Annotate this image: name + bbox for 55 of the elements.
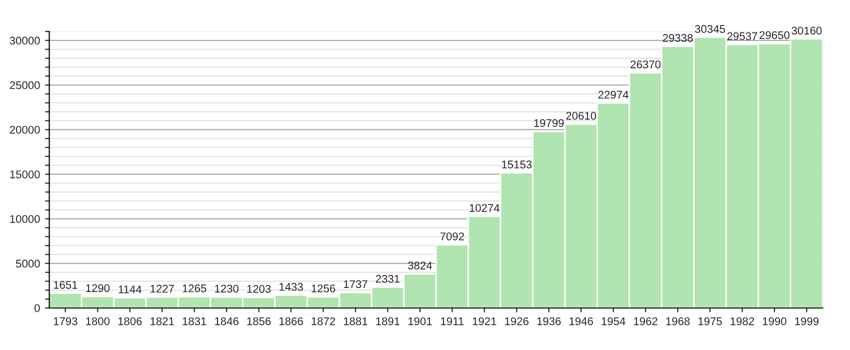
x-tick-label: 1856: [247, 317, 271, 326]
x-tick-label: 1821: [150, 317, 174, 326]
x-tick-label: 1846: [215, 317, 238, 326]
x-tick-label: 1954: [602, 317, 626, 326]
x-tick-label: 1921: [472, 317, 496, 326]
x-tick-label: 1901: [408, 317, 432, 326]
x-tick-label: 1962: [634, 317, 658, 326]
x-tick-label: 1946: [570, 317, 593, 326]
x-tick-label: 1793: [54, 317, 78, 326]
data-label: 29650: [760, 31, 790, 40]
data-label: 1227: [150, 284, 174, 293]
data-label: 29338: [662, 34, 693, 42]
x-tick-label: 1866: [280, 317, 303, 326]
data-label: 1144: [118, 286, 142, 294]
x-tick-label: 1891: [376, 317, 400, 326]
x-tick-label: 1872: [312, 317, 336, 326]
data-label: 3824: [408, 262, 432, 270]
y-tick-label: 10000: [10, 215, 40, 223]
y-tick-label: 25000: [10, 81, 40, 90]
data-label: 2331: [376, 274, 400, 283]
y-tick-label: 20000: [10, 126, 40, 134]
data-label: 10274: [470, 204, 500, 212]
x-tick-label: 1911: [441, 317, 464, 326]
data-label: 30160: [792, 26, 822, 35]
x-tick-label: 1999: [795, 317, 819, 326]
y-tick-label: 30000: [10, 36, 40, 45]
data-label: 22974: [598, 90, 628, 99]
y-tick-label: 15000: [10, 170, 40, 178]
data-label: 7092: [440, 232, 464, 240]
data-label: 1203: [247, 284, 271, 293]
y-tick-label: 0: [34, 304, 40, 312]
data-label: 1737: [344, 280, 368, 288]
data-label: 1433: [280, 282, 303, 291]
data-label: 1651: [54, 280, 78, 289]
data-label: 1265: [182, 284, 206, 292]
data-label: 15153: [502, 160, 532, 168]
x-tick-label: 1982: [730, 317, 754, 326]
data-label: 19799: [534, 119, 564, 127]
data-label: 20610: [566, 112, 596, 120]
x-tick-label: 1800: [86, 317, 110, 326]
x-tick-label: 1975: [698, 317, 722, 326]
x-tick-label: 1881: [344, 317, 368, 326]
x-tick-label: 1926: [505, 317, 528, 326]
x-tick-label: 1990: [762, 317, 786, 326]
x-tick-label: 1968: [666, 317, 690, 326]
data-label: 30345: [694, 25, 725, 33]
data-label: 1230: [215, 284, 238, 293]
y-tick-label: 5000: [16, 260, 40, 268]
data-label: 26370: [630, 60, 661, 68]
x-tick-label: 1936: [537, 317, 561, 326]
x-tick-label: 1806: [118, 317, 142, 326]
data-label: 1256: [312, 284, 336, 292]
data-label: 29537: [727, 32, 758, 40]
x-tick-label: 1831: [182, 317, 206, 326]
data-label: 1290: [86, 284, 110, 292]
